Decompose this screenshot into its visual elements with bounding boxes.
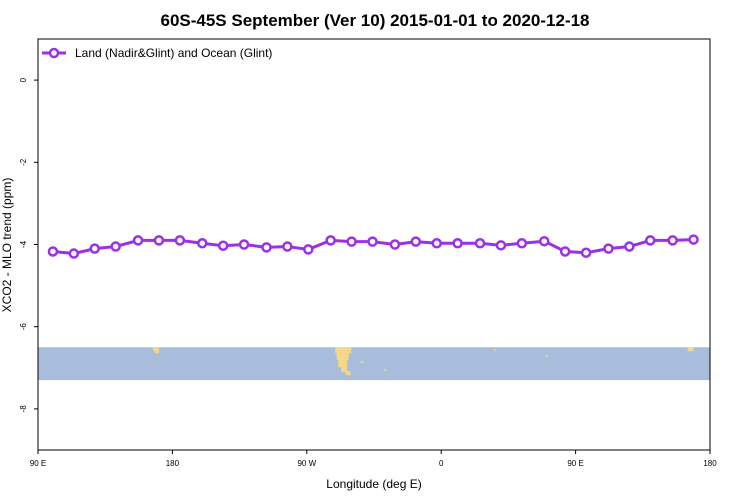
plot-frame bbox=[37, 38, 711, 451]
legend-marker bbox=[48, 47, 60, 59]
land-patch bbox=[152, 347, 159, 352]
y-tick-label: -4 bbox=[19, 240, 28, 248]
data-point bbox=[367, 236, 378, 247]
land-patch bbox=[360, 361, 364, 364]
x-tick-label: 180 bbox=[703, 459, 717, 468]
x-axis-label: Longitude (deg E) bbox=[326, 477, 421, 491]
data-point bbox=[624, 241, 635, 252]
data-point bbox=[346, 236, 357, 247]
data-point bbox=[516, 238, 528, 249]
data-point bbox=[431, 238, 442, 249]
y-tick-label: -6 bbox=[19, 323, 28, 331]
land-patch bbox=[338, 359, 348, 368]
data-point bbox=[559, 246, 571, 257]
x-tick-label: 90 W bbox=[297, 459, 316, 468]
land-patch bbox=[341, 366, 348, 373]
data-point bbox=[197, 238, 208, 249]
land-patch bbox=[345, 371, 351, 376]
land-patch bbox=[154, 350, 159, 354]
data-point bbox=[325, 235, 336, 246]
data-point bbox=[174, 235, 186, 246]
data-point bbox=[389, 239, 401, 250]
data-point bbox=[47, 246, 59, 257]
land-patch bbox=[335, 347, 352, 354]
data-point bbox=[89, 243, 100, 254]
land-patch bbox=[687, 347, 694, 352]
y-tick-label: -2 bbox=[19, 158, 28, 166]
data-point bbox=[645, 235, 656, 246]
data-point bbox=[217, 240, 229, 251]
data-point bbox=[261, 242, 272, 253]
data-point bbox=[452, 238, 463, 249]
x-tick-label: 90 E bbox=[30, 459, 46, 468]
y-tick-label: 0 bbox=[19, 77, 28, 82]
chart-title: 60S-45S September (Ver 10) 2015-01-01 to… bbox=[160, 11, 589, 30]
plot-area: 90 E 180 90 W 0 90 E 180 0 -2 -4 -6 -8 bbox=[19, 77, 717, 468]
land-patch bbox=[336, 352, 349, 361]
data-point bbox=[688, 234, 699, 245]
data-point bbox=[474, 238, 486, 249]
data-point bbox=[238, 239, 250, 250]
data-point bbox=[603, 243, 614, 254]
y-axis-label: XCO2 - MLO trend (ppm) bbox=[0, 178, 14, 313]
x-tick-label: 0 bbox=[439, 459, 444, 468]
land-patch bbox=[384, 369, 387, 372]
legend-series-label: Land (Nadir&Glint) and Ocean (Glint) bbox=[75, 46, 272, 60]
land-patch bbox=[493, 349, 496, 352]
data-point bbox=[667, 235, 678, 246]
data-point bbox=[303, 244, 314, 255]
land-patch bbox=[545, 355, 548, 358]
data-point bbox=[68, 248, 80, 259]
x-tick-label: 180 bbox=[166, 459, 180, 468]
data-point bbox=[538, 235, 550, 247]
y-tick-label: -8 bbox=[19, 405, 28, 413]
x-tick-label: 90 E bbox=[567, 459, 583, 468]
legend: Land (Nadir&Glint) and Ocean (Glint) bbox=[42, 46, 272, 60]
data-point bbox=[580, 247, 592, 258]
data-point bbox=[132, 235, 144, 246]
ocean-band bbox=[38, 347, 710, 381]
data-point bbox=[282, 241, 293, 252]
data-point bbox=[153, 235, 165, 246]
data-point bbox=[110, 241, 121, 252]
data-point bbox=[410, 236, 422, 247]
data-point bbox=[495, 240, 507, 251]
